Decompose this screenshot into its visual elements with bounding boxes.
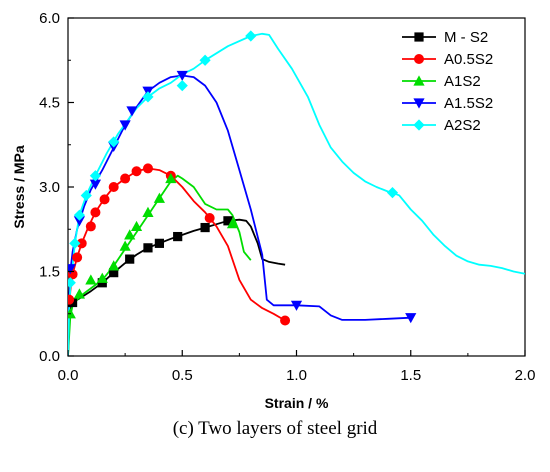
figure-caption: (c) Two layers of steel grid	[172, 418, 378, 439]
x-tick-label: 2.0	[515, 367, 536, 384]
y-tick-label: 4.5	[39, 95, 60, 112]
legend-label-a1-5s2: A1.5S2	[444, 95, 493, 112]
data-point-a2s2	[73, 209, 86, 221]
legend-marker-a1s2	[413, 75, 425, 86]
y-tick-label: 6.0	[39, 10, 60, 27]
data-point-a0-5s2	[131, 166, 142, 177]
legend-marker-m-s2	[414, 32, 424, 42]
legend-label-m-s2: M - S2	[444, 29, 488, 46]
data-point-m-s2	[154, 238, 164, 248]
legend-label-a1s2: A1S2	[444, 73, 481, 90]
data-point-a0-5s2	[90, 207, 101, 218]
data-point-a0-5s2	[76, 238, 87, 249]
data-point-a2s2	[80, 189, 92, 202]
data-point-a1-5s2	[290, 300, 303, 311]
data-point-a1-5s2	[176, 70, 188, 82]
series-markers-a1-5s2	[68, 70, 417, 324]
y-tick-label: 0.0	[39, 348, 60, 365]
data-point-a1s2	[130, 220, 143, 232]
legend-marker-a1-5s2	[413, 98, 425, 109]
data-point-a2s2	[245, 30, 257, 42]
data-point-a1s2	[108, 260, 120, 271]
data-point-a1s2	[73, 288, 86, 299]
y-axis-title: Stress / MPa	[11, 145, 27, 228]
legend-marker-a2s2	[413, 119, 425, 131]
data-point-a1s2	[119, 240, 131, 251]
data-point-a1s2	[165, 172, 177, 184]
series-markers-a0-5s2	[68, 163, 291, 326]
data-point-a1-5s2	[126, 106, 138, 117]
data-point-a0-5s2	[120, 173, 131, 184]
x-tick-label: 1.0	[286, 367, 307, 384]
series-markers-a2s2	[68, 30, 399, 289]
x-axis-title: Strain / %	[265, 395, 329, 411]
data-point-a2s2	[199, 54, 211, 66]
y-tick-label: 3.0	[39, 179, 60, 196]
series-line-a2s2	[68, 32, 525, 356]
axis-ticks: 0.0 0.5 1.0 1.5 2.0 0.0 1.5 3.0 4.5 6.0	[39, 10, 535, 384]
x-tick-label: 1.5	[400, 367, 421, 384]
data-point-a0-5s2	[108, 182, 119, 192]
series-line-a1s2	[68, 174, 252, 356]
data-point-a2s2	[142, 91, 154, 103]
legend: M - S2 A0.5S2 A1S2 A1.5S2 A2S2	[402, 29, 493, 134]
legend-marker-a0-5s2	[414, 54, 424, 64]
legend-label-a2s2: A2S2	[444, 117, 481, 134]
data-point-a1-5s2	[73, 216, 86, 227]
x-tick-label: 0.0	[58, 367, 79, 384]
data-point-m-s2	[109, 268, 119, 278]
data-point-a1-5s2	[119, 120, 131, 131]
data-point-a1-5s2	[89, 179, 102, 190]
stress-strain-chart: 0.0 0.5 1.0 1.5 2.0 0.0 1.5 3.0 4.5 6.0 Strain / …	[11, 10, 535, 411]
data-point-m-s2	[223, 216, 233, 226]
data-point-a1-5s2	[405, 313, 417, 324]
y-tick-label: 1.5	[39, 264, 60, 281]
data-point-a2s2	[68, 277, 76, 289]
data-point-m-s2	[173, 231, 183, 242]
legend-label-a0-5s2: A0.5S2	[444, 51, 493, 68]
data-point-a2s2	[69, 237, 81, 249]
data-point-a0-5s2	[85, 221, 96, 232]
data-point-m-s2	[200, 222, 210, 233]
data-point-a0-5s2	[142, 163, 153, 174]
data-point-a1s2	[96, 272, 108, 283]
data-point-m-s2	[125, 254, 135, 264]
marker-layer	[68, 30, 417, 326]
x-tick-label: 0.5	[172, 367, 193, 384]
data-point-a0-5s2	[68, 294, 75, 305]
series-line-a1-5s2	[68, 74, 411, 356]
data-point-a1s2	[142, 206, 154, 217]
series-markers-a1s2	[68, 172, 239, 319]
data-point-a0-5s2	[204, 212, 215, 223]
data-point-m-s2	[143, 243, 153, 253]
data-point-a2s2	[176, 80, 188, 92]
data-point-a2s2	[89, 170, 102, 182]
data-point-a1s2	[153, 192, 165, 203]
data-point-a1s2	[68, 308, 76, 319]
data-point-a0-5s2	[280, 315, 291, 326]
data-point-a0-5s2	[99, 194, 110, 205]
data-point-a1s2	[124, 229, 136, 240]
data-point-a2s2	[386, 187, 399, 199]
data-point-a1s2	[85, 274, 97, 285]
data-point-a0-5s2	[72, 252, 83, 263]
data-point-a2s2	[108, 136, 120, 148]
data-point-a1s2	[226, 218, 239, 229]
